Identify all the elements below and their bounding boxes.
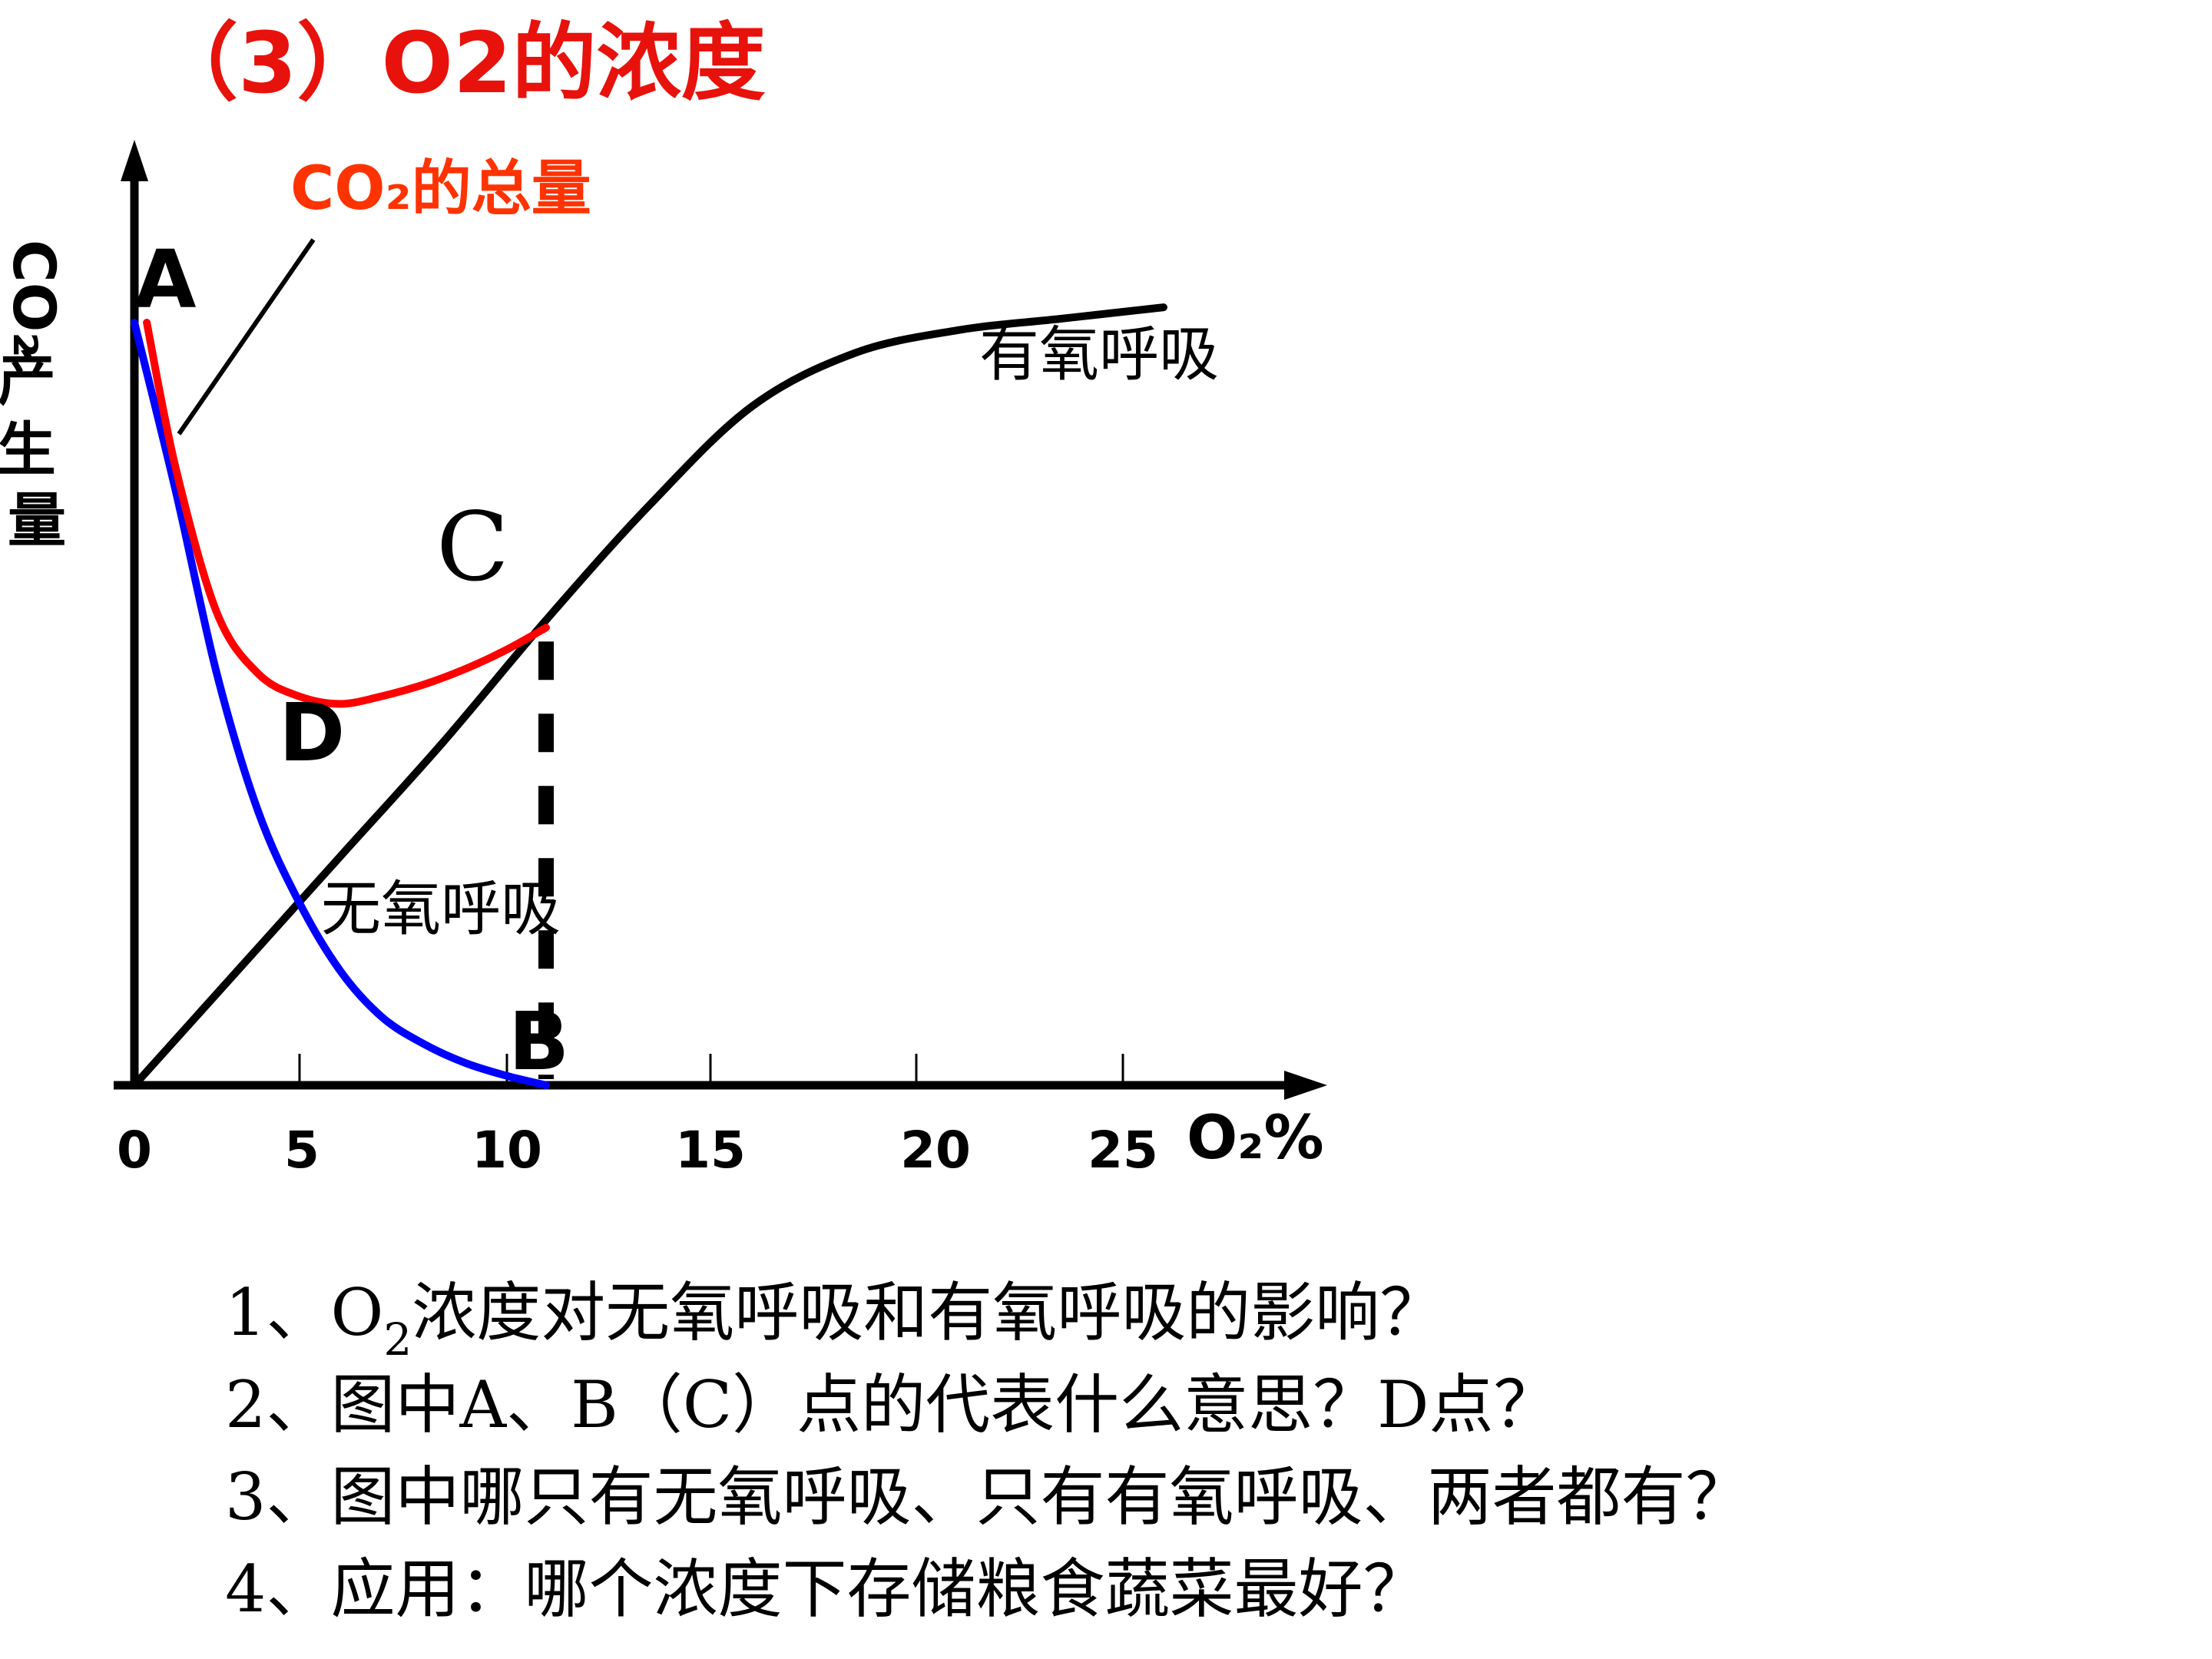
- question-list: 1、O2浓度对无氧呼吸和有氧呼吸的影响？ 2、图中A、B（C）点的代表什么意思？…: [225, 1275, 1750, 1627]
- y-axis-label-char-1: 产: [0, 345, 56, 413]
- question-1: 1、O2浓度对无氧呼吸和有氧呼吸的影响？: [225, 1275, 1444, 1366]
- point-label-b: B: [508, 995, 569, 1088]
- x-tick-label-5: 5: [284, 1121, 320, 1180]
- point-label-a: A: [134, 233, 197, 326]
- question-1-rest: 浓度对无氧呼吸和有氧呼吸的影响？: [412, 1275, 1444, 1350]
- x-tick-label-15: 15: [675, 1121, 746, 1180]
- y-axis-label: CO₂ 产 生 量: [0, 240, 76, 555]
- label-anaerobic-respiration: 无氧呼吸: [321, 875, 561, 944]
- x-axis-arrow: [1284, 1071, 1327, 1100]
- anaerobic-respiration-line: [131, 319, 550, 1089]
- question-3: 3、图中哪只有无氧呼吸、只有有氧呼吸、两者都有？: [225, 1459, 1750, 1535]
- question-2: 2、图中A、B（C）点的代表什么意思？D点？: [225, 1367, 1558, 1442]
- x-tick-label-20: 20: [900, 1121, 971, 1180]
- y-axis-arrow: [121, 140, 148, 181]
- aerobic-respiration-line: [131, 303, 1167, 1089]
- total-co2-pointer-line: [177, 238, 316, 435]
- x-tick-label-0: 0: [117, 1121, 152, 1180]
- point-label-d: D: [279, 686, 345, 780]
- question-4: 4、应用：哪个浓度下存储粮食蔬菜最好？: [225, 1551, 1427, 1627]
- x-axis-label: O₂%: [1187, 1104, 1324, 1173]
- y-axis-label-char-2: 生: [0, 416, 56, 484]
- x-axis-ticks: [298, 1054, 1124, 1085]
- label-aerobic-respiration: 有氧呼吸: [979, 320, 1219, 389]
- total-co2-line: [143, 319, 550, 708]
- question-1-subscript: 2: [383, 1313, 412, 1366]
- y-axis-label-co2: CO₂: [0, 240, 68, 358]
- y-axis-label-text: 产 生 量: [0, 345, 76, 555]
- question-1-prefix: 1、O: [225, 1275, 383, 1350]
- axes: 0 5 10 15 20 25: [114, 140, 1327, 1180]
- x-tick-label-25: 25: [1088, 1121, 1158, 1180]
- x-tick-label-10: 10: [472, 1121, 542, 1180]
- point-label-c: C: [436, 492, 509, 603]
- legend-total-co2: CO₂的总量: [290, 154, 591, 224]
- x-axis-tick-labels: 0 5 10 15 20 25: [117, 1121, 1158, 1180]
- y-axis-label-char-3: 量: [8, 486, 66, 555]
- slide-heading: （3）O2的浓度: [154, 14, 766, 112]
